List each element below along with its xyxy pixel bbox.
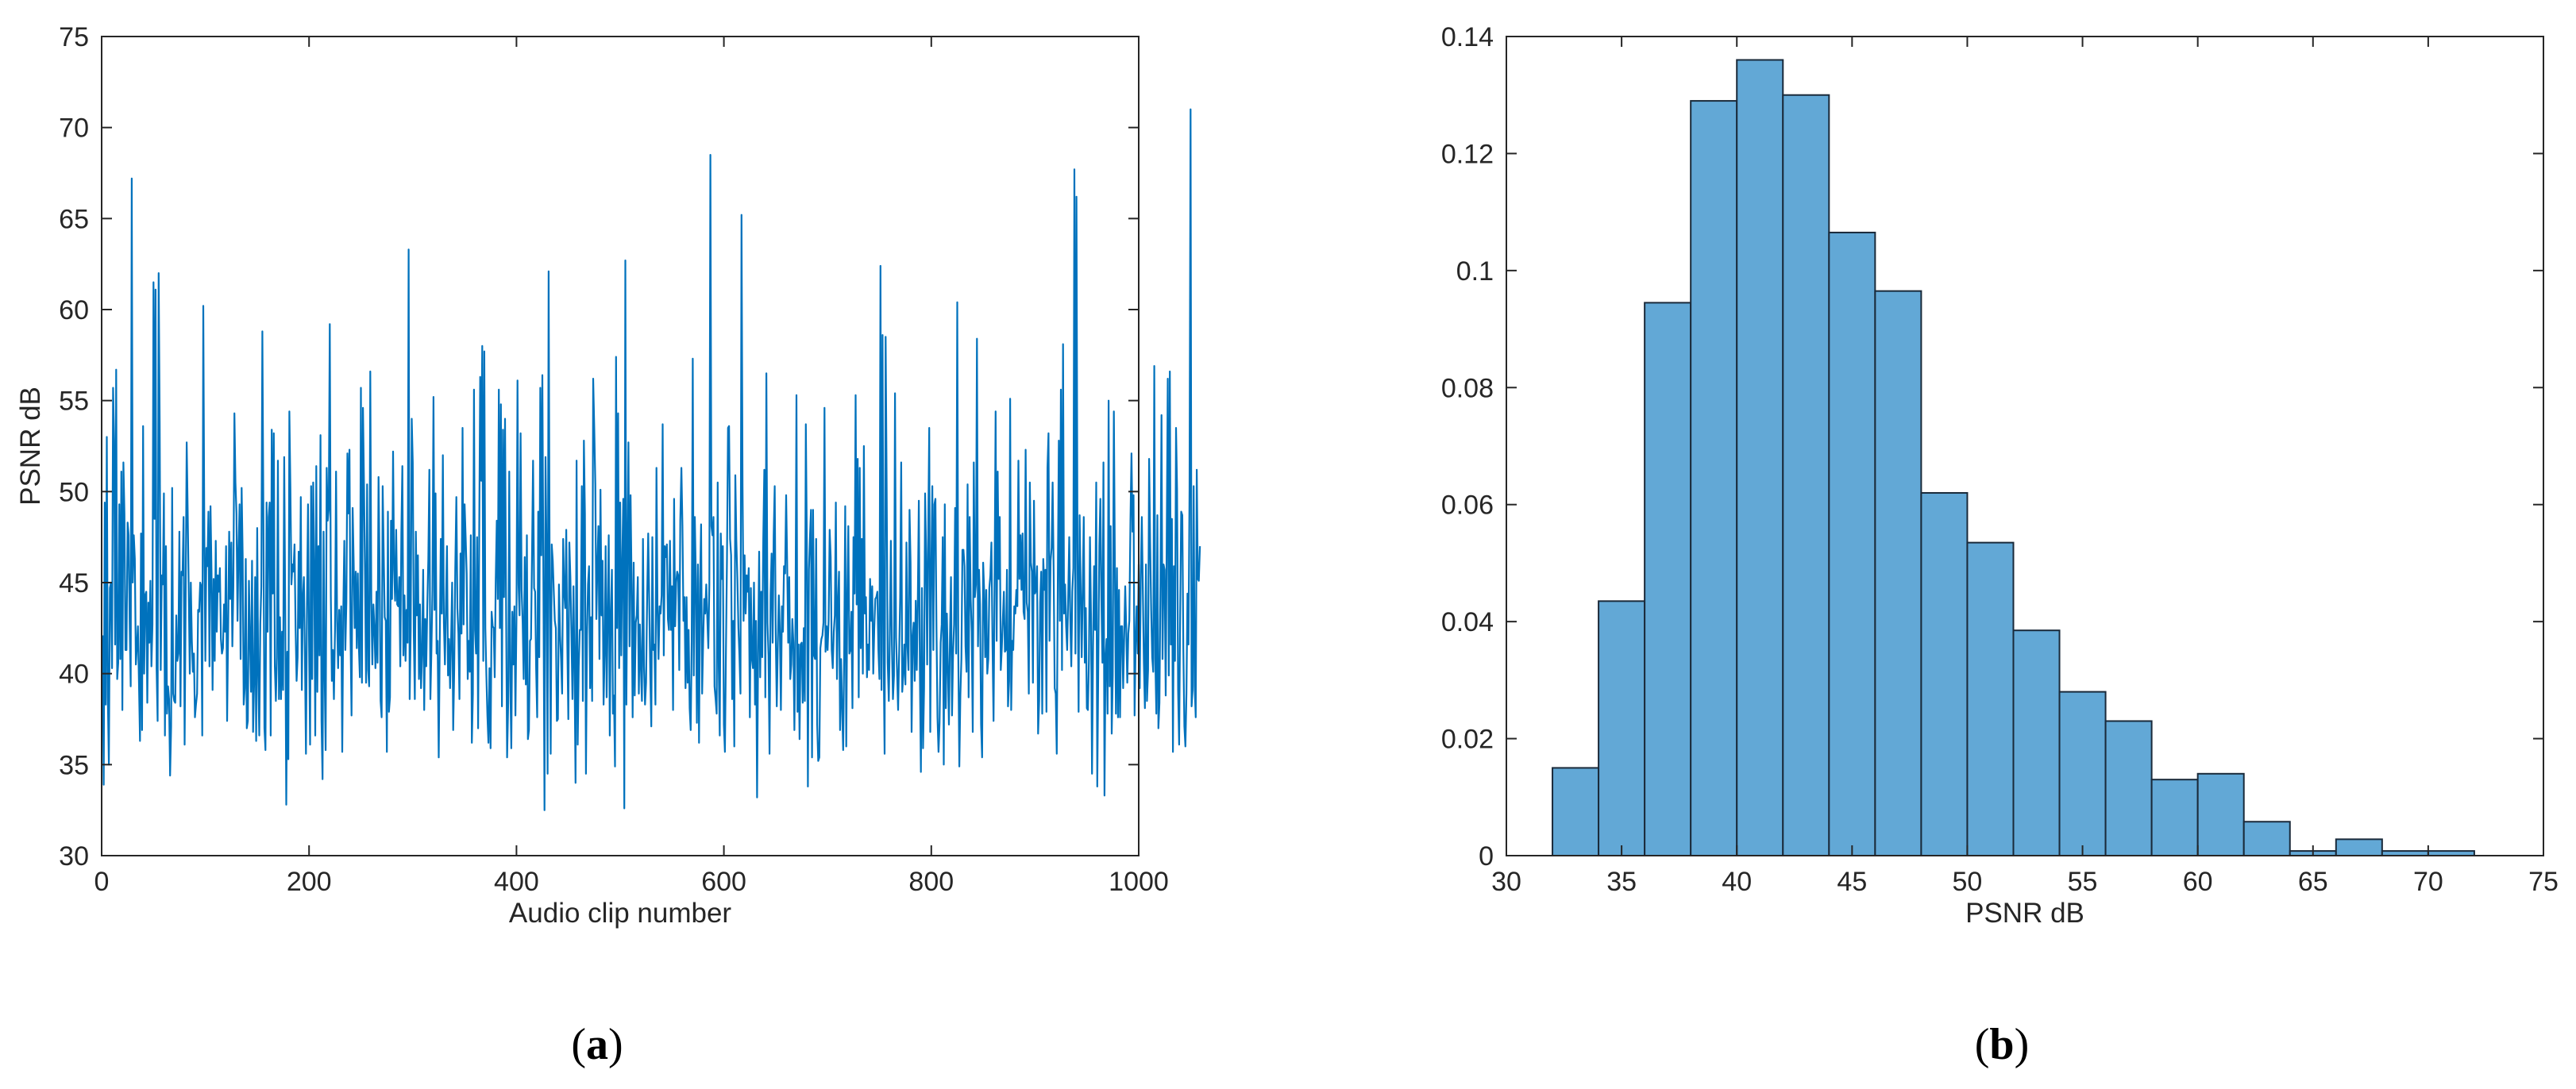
axes-frame (101, 36, 1140, 856)
histogram-bar (1920, 491, 1969, 856)
axes-box (1506, 36, 2544, 856)
psnr-line (102, 108, 1201, 811)
line-series-group (102, 108, 1201, 811)
x-tick-label: 75 (2528, 867, 2559, 897)
y-tick-label: 65 (59, 204, 89, 234)
panel-letter: b (1989, 1020, 2014, 1069)
histogram-bar (1966, 541, 2015, 857)
x-tick-label: 60 (2183, 867, 2213, 897)
y-tick-label: 50 (59, 477, 89, 507)
y-tick-label: 60 (59, 295, 89, 325)
x-tick-label: 200 (287, 867, 332, 897)
x-tick-label: 30 (1491, 867, 1521, 897)
plot-area (102, 37, 1139, 856)
histogram-bar (2012, 629, 2061, 856)
panel-letter: a (586, 1020, 608, 1069)
panel-label: (b) (1975, 1020, 2029, 1069)
axes-frame (1506, 36, 2544, 856)
histogram-bar (1828, 231, 1876, 856)
x-tick-label: 55 (2068, 867, 2098, 897)
y-tick-label: 40 (59, 660, 89, 690)
y-tick-label: 75 (59, 22, 89, 52)
x-tick-label: 50 (1953, 867, 1983, 897)
axes-box (101, 36, 1140, 856)
y-tick-label: 0 (1479, 841, 1494, 872)
x-tick-label: 0 (94, 867, 110, 897)
x-tick-label: 65 (2298, 867, 2328, 897)
histogram-bar (2058, 691, 2107, 856)
y-tick-label: 0.04 (1441, 607, 1494, 637)
x-tick-label: 400 (494, 867, 539, 897)
y-tick-label: 0.14 (1441, 22, 1494, 52)
histogram-bar (2150, 779, 2199, 857)
y-axis-label: PSNR dB (15, 387, 46, 506)
histogram-bar (1598, 600, 1646, 856)
histogram-bar (2242, 821, 2291, 857)
y-tick-label: 35 (59, 750, 89, 780)
histogram-bar (1552, 767, 1600, 857)
line-chart-panel: 0 200 400 600 800 1000 30 35 40 45 50 55 60 65 70 75 Au… (15, 22, 1201, 1069)
y-tick-label: 45 (59, 568, 89, 598)
y-tick-label: 30 (59, 841, 89, 872)
x-axis-label: Audio clip number (509, 898, 731, 929)
x-tick-label: 800 (908, 867, 954, 897)
y-tick-label: 70 (59, 114, 89, 144)
y-tick-label: 0.06 (1441, 491, 1494, 521)
y-tick-label: 0.1 (1456, 256, 1494, 287)
ticks-group: 0 200 400 600 800 1000 30 35 40 45 50 55 60 65 70 75 (59, 22, 1169, 897)
x-tick-label: 40 (1722, 867, 1752, 897)
y-tick-label: 0.08 (1441, 373, 1494, 403)
y-tick-label: 0.12 (1441, 139, 1494, 169)
x-tick-label: 45 (1837, 867, 1867, 897)
histogram-bar (2104, 720, 2153, 857)
histogram-bar (1874, 290, 1922, 856)
histogram-bar (1782, 94, 1830, 856)
histogram-panel: 30 35 40 45 50 55 60 65 70 75 0 0.02 0.04 0.06 0.08 0.1… (1441, 22, 2559, 1069)
y-tick-label: 0.02 (1441, 725, 1494, 755)
histogram-bar (1690, 100, 1738, 857)
histogram-bar (2196, 772, 2245, 856)
x-tick-label: 1000 (1109, 867, 1169, 897)
histogram-bar (1644, 302, 1692, 856)
x-tick-label: 35 (1606, 867, 1637, 897)
y-tick-label: 55 (59, 387, 89, 417)
histogram-bar (2335, 838, 2383, 856)
panel-label: (a) (571, 1020, 623, 1069)
histogram-bar (1736, 59, 1784, 856)
x-axis-label: PSNR dB (1965, 898, 2084, 929)
ticks-group: 30 35 40 45 50 55 60 65 70 75 0 0.02 0.04 0.06 0.08 0.1… (1441, 22, 2559, 897)
x-tick-label: 70 (2413, 867, 2443, 897)
histogram-bars-group (1552, 59, 2475, 857)
x-tick-label: 600 (701, 867, 746, 897)
